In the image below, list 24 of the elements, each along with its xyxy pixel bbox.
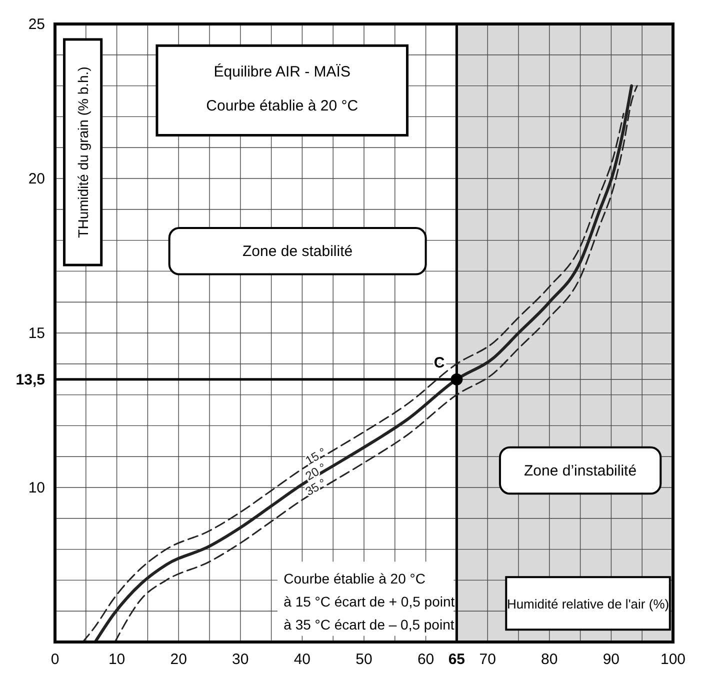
y-axis-title: THumidité du grain (% b.h.) xyxy=(74,66,91,238)
x-tick-label: 70 xyxy=(479,651,496,668)
x-tick-label: 90 xyxy=(602,651,620,668)
x-tick-label: 20 xyxy=(170,651,187,668)
x-axis-title: Humidité relative de l'air (%) xyxy=(506,596,670,612)
y-tick-label: 10 xyxy=(28,480,45,496)
y-tick-label: 15 xyxy=(28,325,45,342)
text: Équilibre AIR - MAÏS xyxy=(214,62,350,81)
x-tick-label: 10 xyxy=(108,651,126,668)
x-tick-label: 80 xyxy=(541,651,558,668)
x-tick-label: 30 xyxy=(232,651,249,668)
y-tick-label: 13,5 xyxy=(16,371,45,388)
y-tick-label: 20 xyxy=(28,170,45,188)
text: Courbe établie à 20 °C xyxy=(206,98,358,115)
x-tick-label: 60 xyxy=(417,651,434,668)
annotation: Courbe établie à 20 °C à 15 °C écart de + 0,5 point à 35 °C écart de – 0,5 point xyxy=(284,570,455,633)
x-tick-label: 40 xyxy=(294,651,311,668)
x-tick-label: 65 xyxy=(448,651,466,668)
band-label: Zone d’instabilité xyxy=(524,462,637,480)
x-tick-label: 100 xyxy=(660,651,686,668)
annotation: Zone de stabilité xyxy=(242,243,353,260)
x-tick-label: 0 xyxy=(50,651,60,668)
y-tick-label: 25 xyxy=(28,16,45,33)
x-tick-label: 50 xyxy=(356,651,372,668)
